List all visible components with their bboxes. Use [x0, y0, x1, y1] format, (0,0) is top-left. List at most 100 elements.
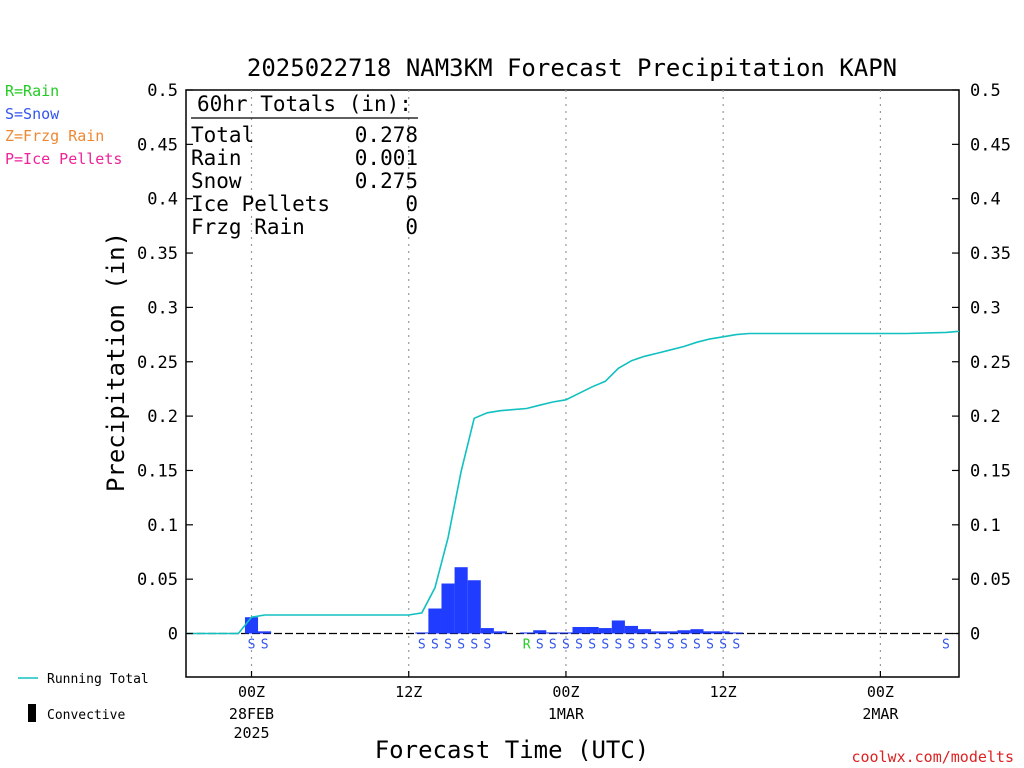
ptype-marker: S — [706, 638, 714, 653]
legend-rain: R=Rain — [5, 82, 59, 100]
y-tick-label-left: 0.5 — [147, 81, 178, 101]
hourly-bar — [520, 632, 534, 634]
totals-label-frzg-rain: Frzg Rain — [191, 215, 305, 239]
hourly-bar — [480, 628, 494, 634]
ptype-marker: S — [614, 638, 622, 653]
x-tick-label: 12Z — [395, 683, 422, 701]
ptype-marker: S — [457, 638, 465, 653]
y-tick-label-right: 0.3 — [970, 298, 1001, 318]
ptype-legend: R=Rain S=Snow Z=Frzg Rain P=Ice Pellets — [5, 82, 122, 168]
ptype-marker: S — [641, 638, 649, 653]
x-tick-date: 1MAR — [548, 705, 585, 723]
hourly-bar — [454, 567, 468, 634]
y-tick-label-left: 0.1 — [147, 516, 178, 536]
y-tick-label-right: 0.5 — [970, 81, 1001, 101]
y-tick-label-left: 0.3 — [147, 298, 178, 318]
ptype-marker: S — [549, 638, 557, 653]
hourly-bar — [258, 631, 272, 634]
totals-value-rain: 0.001 — [355, 146, 418, 170]
hourly-bar — [559, 632, 573, 634]
y-tick-label-left: 0 — [168, 625, 178, 645]
ptype-marker: S — [601, 638, 609, 653]
ptype-marker: S — [536, 638, 544, 653]
ptype-marker: S — [248, 638, 256, 653]
totals-header: 60hr Totals (in): — [197, 92, 412, 116]
hourly-bar — [624, 625, 639, 634]
y-tick-label-right: 0.25 — [970, 353, 1011, 373]
hourly-bar — [716, 631, 730, 634]
ptype-marker: S — [431, 638, 439, 653]
y-tick-label-left: 0.35 — [137, 244, 178, 264]
x-tick-year: 2025 — [233, 724, 269, 742]
ptype-marker: S — [942, 638, 950, 653]
y-axis-right: 0.5 0.45 0.4 0.35 0.3 0.25 0.2 0.15 0.1 0.05 0 — [952, 81, 1011, 645]
totals-value-snow: 0.275 — [355, 169, 418, 193]
hourly-bars — [244, 567, 743, 634]
hourly-bar — [428, 608, 442, 634]
totals-value-total: 0.278 — [355, 123, 418, 147]
y-tick-label-right: 0.2 — [970, 407, 1001, 427]
hourly-bar — [729, 632, 743, 634]
hourly-bar — [677, 630, 691, 634]
hourly-bar — [441, 583, 455, 634]
y-tick-label-left: 0.15 — [137, 461, 178, 481]
x-tick-label: 12Z — [710, 683, 737, 701]
ptype-marker: S — [483, 638, 491, 653]
hourly-bar — [703, 631, 717, 634]
ptype-marker: S — [261, 638, 269, 653]
x-tick-date: 2MAR — [862, 705, 899, 723]
y-tick-label-right: 0.45 — [970, 135, 1011, 155]
convective-legend-label: Convective — [47, 708, 125, 723]
ptype-marker: S — [444, 638, 452, 653]
plot-frame — [185, 89, 960, 678]
hourly-bar — [690, 629, 704, 634]
x-tick-label: 00Z — [867, 683, 894, 701]
y-axis-label: Precipitation (in) — [102, 232, 130, 492]
ptype-marker: S — [680, 638, 688, 653]
hourly-bar — [598, 628, 612, 634]
ptype-marker: S — [719, 638, 727, 653]
ptype-marker: S — [562, 638, 570, 653]
hourly-bar — [585, 626, 599, 634]
hourly-bar — [572, 626, 586, 634]
legend-snow: S=Snow — [5, 105, 60, 123]
totals-label-rain: Rain — [191, 146, 242, 170]
ptype-marker: S — [732, 638, 740, 653]
y-tick-label-left: 0.25 — [137, 353, 178, 373]
y-tick-label-right: 0.35 — [970, 244, 1011, 264]
hourly-bar — [638, 629, 652, 634]
y-tick-label-left: 0.45 — [137, 135, 178, 155]
credit-text: coolwx.com/modelts — [851, 748, 1014, 766]
x-tick-label: 00Z — [552, 683, 579, 701]
totals-label-ice-pellets: Ice Pellets — [191, 192, 330, 216]
y-tick-label-right: 0.1 — [970, 516, 1001, 536]
gridlines — [250, 90, 881, 677]
hourly-bar — [664, 631, 678, 634]
y-tick-label-left: 0.4 — [147, 190, 178, 210]
y-tick-label-left: 0.05 — [137, 570, 178, 590]
y-tick-label-right: 0.15 — [970, 461, 1011, 481]
hourly-bar — [651, 631, 665, 634]
hourly-bar — [611, 620, 625, 634]
ptype-marker: S — [693, 638, 701, 653]
ptype-marker: S — [628, 638, 636, 653]
hourly-bar — [493, 631, 507, 634]
totals-box: 60hr Totals (in): Total 0.278 Rain 0.001… — [191, 92, 418, 239]
legend-freezing-rain: Z=Frzg Rain — [5, 127, 104, 145]
running-total-line — [186, 330, 960, 635]
ptype-marker: S — [418, 638, 426, 653]
ptype-marker: S — [588, 638, 596, 653]
y-tick-label-right: 0 — [970, 625, 980, 645]
ptype-marker: S — [470, 638, 478, 653]
ptype-marker: S — [654, 638, 662, 653]
hourly-bar — [467, 580, 481, 634]
ptype-marker: R — [523, 638, 531, 653]
hourly-bar — [415, 632, 429, 634]
bottom-legend: Running Total Convective — [18, 672, 149, 723]
totals-label-total: Total — [191, 123, 254, 147]
running-total-legend-label: Running Total — [47, 672, 149, 687]
chart-title: 2025022718 NAM3KM Forecast Precipitation… — [247, 54, 897, 82]
